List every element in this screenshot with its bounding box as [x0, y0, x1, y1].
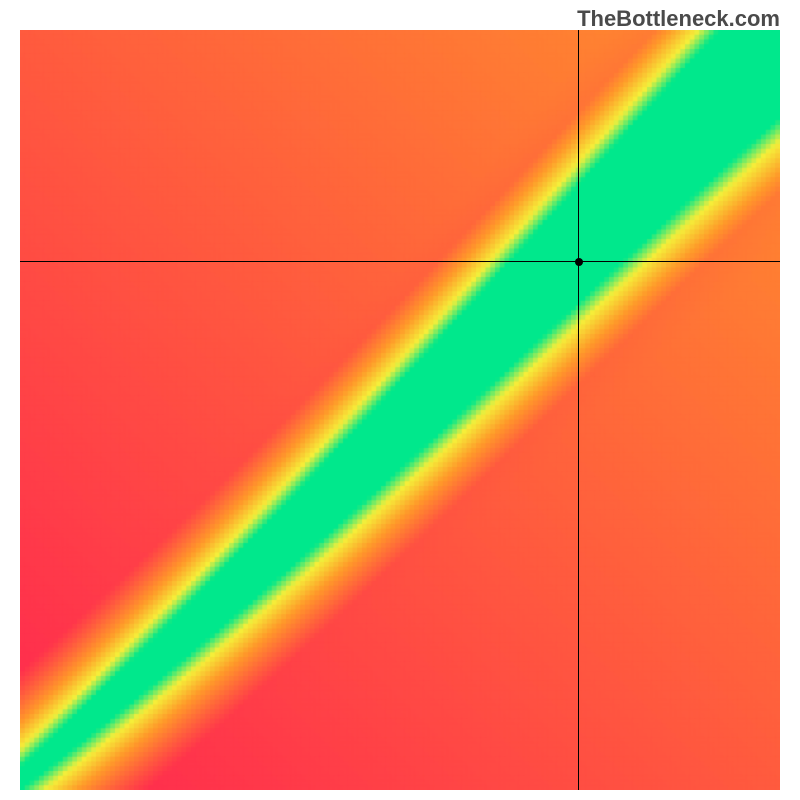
crosshair-marker [575, 258, 583, 266]
watermark-text: TheBottleneck.com [577, 6, 780, 32]
heatmap-canvas [20, 30, 780, 790]
crosshair-vertical [578, 30, 579, 790]
crosshair-horizontal [20, 261, 780, 262]
heatmap-container [20, 30, 780, 790]
